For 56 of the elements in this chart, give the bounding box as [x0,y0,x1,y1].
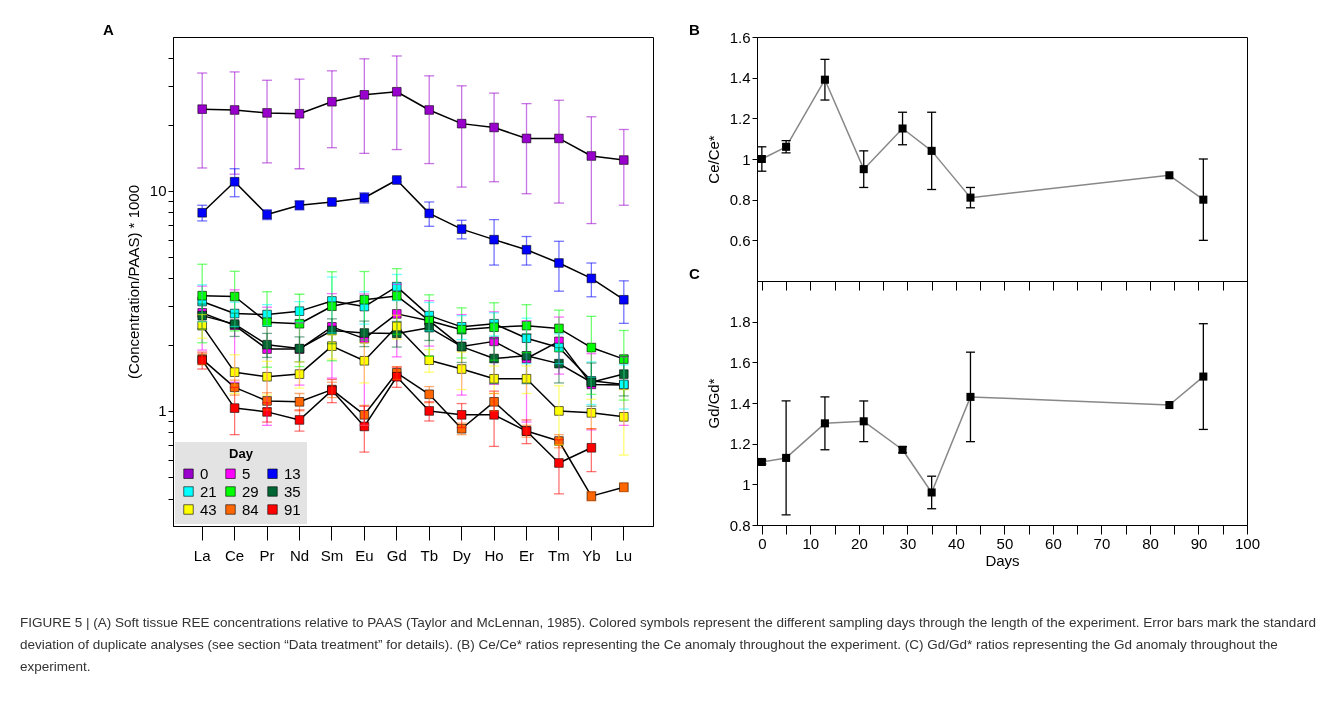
x-tick-label: 90 [1190,534,1208,552]
y-tick-label: 1 [742,475,751,493]
x-tick-label: Yb [582,546,601,564]
x-tick-label: 80 [1142,534,1159,552]
legend-label: 35 [284,482,301,500]
y-tick-label: 0.6 [729,231,751,249]
x-tick-label: Dy [452,546,472,564]
legend-label: 5 [242,464,251,482]
y-tick-label: 1.4 [729,69,751,87]
x-tick-label: 40 [948,534,965,552]
x-tick-label: Tm [548,546,570,564]
y-tick-label: 1.6 [729,28,751,46]
x-tick-label: Ce [225,546,245,564]
x-tick-label: Sm [320,546,344,564]
legend-label: 91 [284,500,301,518]
x-tick-label: Gd [386,546,407,564]
y-axis-title: Ce/Ce* [704,135,722,184]
y-axis-title: (Concentration/PAAS) * 1000 [124,185,142,379]
x-tick-label: 70 [1093,534,1111,552]
x-axis-title: Days [985,551,1020,569]
x-tick-label: Eu [355,546,374,564]
y-tick-label: 1 [742,150,751,168]
legend-label: 29 [242,482,259,500]
y-tick-label: 1.8 [729,313,751,331]
x-tick-label: Er [519,546,535,564]
y-tick-label: 1.4 [729,394,751,412]
y-tick-label: 1 [158,402,167,420]
x-tick-label: 60 [1045,534,1062,552]
caption: FIGURE 5 | (A) Soft tissue REE concentrations relative to PAAS (Taylor and McLennan, 1985). Colored symbols represent the different sampling days through the length of the experiment. Error bars mark the standard deviation of duplicate analyses (see section “Data treatment” for details). (B) Ce/Ce* ratios representing the Ce anomaly throughout the experiment. (C) Gd/Gd* ratios representing the Gd anomaly throughout the experiment. [20,614,1317,676]
x-tick-label: 100 [1234,534,1261,552]
x-tick-label: Ho [484,546,504,564]
chart-title: B [689,21,700,38]
chart-title: A [103,21,114,38]
chart-title: C [689,265,700,282]
x-tick-label: Tb [420,546,438,564]
y-tick-label: 1.6 [729,353,751,371]
legend-label: 13 [284,464,301,482]
legend-label: 43 [200,500,217,518]
legend-label: 0 [200,464,209,482]
legend-title: Day [229,446,254,461]
y-tick-label: 0.8 [729,191,751,209]
x-tick-label: 30 [899,534,917,552]
x-tick-label: 10 [802,534,820,552]
x-tick-label: 0 [758,534,767,552]
y-tick-label: 0.8 [729,516,751,534]
x-tick-label: 20 [851,534,868,552]
x-tick-label: La [193,546,212,564]
legend-label: 21 [200,482,217,500]
y-axis-title: Gd/Gd* [704,378,722,429]
y-tick-label: 1.2 [729,109,751,127]
y-tick-label: 1.2 [729,435,751,453]
x-tick-label: Nd [289,546,310,564]
x-tick-label: Pr [259,546,275,564]
legend-label: 84 [242,500,259,518]
x-tick-label: 50 [996,534,1014,552]
x-tick-label: Lu [615,546,633,564]
